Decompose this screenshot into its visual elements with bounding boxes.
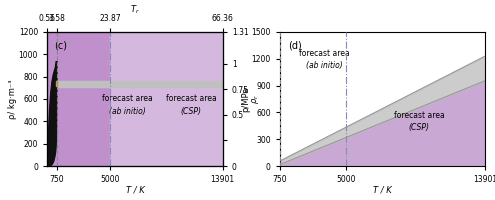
Text: forecast area: forecast area xyxy=(102,94,153,103)
X-axis label: $T_r$: $T_r$ xyxy=(130,4,140,16)
Text: (CSP): (CSP) xyxy=(181,107,201,116)
Text: (ab initio): (ab initio) xyxy=(306,61,343,70)
Y-axis label: p/MPa: p/MPa xyxy=(241,86,250,112)
Text: forecast area: forecast area xyxy=(299,49,350,58)
Text: forecast area: forecast area xyxy=(394,111,445,120)
Text: (CSP): (CSP) xyxy=(409,123,430,132)
Polygon shape xyxy=(49,61,56,166)
Text: (ab initio): (ab initio) xyxy=(109,107,146,116)
X-axis label: T / K: T / K xyxy=(373,185,392,194)
Y-axis label: ρ/ kg·m⁻³: ρ/ kg·m⁻³ xyxy=(8,79,17,119)
Y-axis label: $\rho_r$: $\rho_r$ xyxy=(250,94,261,104)
X-axis label: T / K: T / K xyxy=(126,185,144,194)
Text: (d): (d) xyxy=(288,40,301,50)
Text: (c): (c) xyxy=(54,40,67,50)
Text: forecast area: forecast area xyxy=(166,94,216,103)
